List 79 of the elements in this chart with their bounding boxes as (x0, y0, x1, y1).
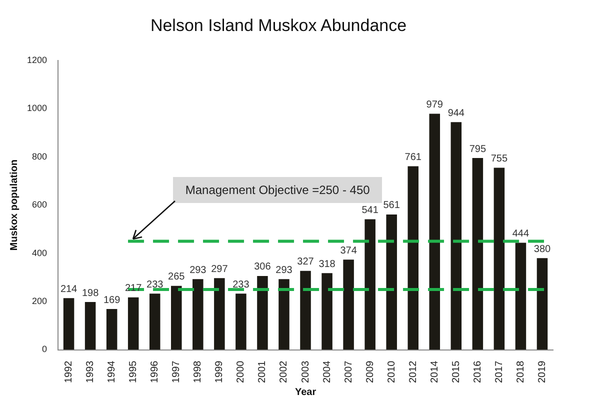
data-label: 795 (469, 144, 486, 155)
bar (364, 219, 376, 350)
y-tick-label: 200 (32, 296, 48, 306)
x-tick-label: 1998 (192, 360, 204, 384)
annotation: Management Objective =250 - 450 (173, 177, 382, 204)
bar (494, 168, 505, 350)
x-tick-label: 2001 (257, 360, 268, 384)
x-tick-label: 1997 (171, 360, 182, 384)
bar (236, 294, 246, 350)
bar (214, 278, 225, 350)
bar (63, 298, 74, 350)
chart-title: Nelson Island Muskox Abundance (150, 16, 407, 35)
y-tick-label: 600 (32, 200, 48, 210)
x-tick-label: 1993 (85, 360, 96, 384)
data-label: 233 (232, 279, 250, 290)
data-label: 214 (60, 284, 78, 295)
data-label: 979 (426, 99, 444, 110)
bar (84, 302, 96, 350)
x-tick-label: 2019 (536, 360, 548, 384)
x-tick-label: 2014 (429, 360, 440, 384)
bar (192, 279, 204, 350)
bar (171, 286, 182, 350)
data-label: 306 (254, 262, 272, 273)
data-label: 297 (211, 264, 228, 275)
bar (408, 166, 418, 350)
y-axis-title: Muskox population (8, 160, 20, 251)
x-tick-label: 2007 (343, 360, 354, 384)
x-tick-label: 1992 (64, 360, 75, 384)
data-label: 541 (362, 205, 379, 216)
bar (536, 258, 548, 350)
x-tick-label: 2004 (322, 360, 333, 384)
data-label: 374 (340, 245, 358, 256)
x-tick-label: 2003 (300, 360, 312, 384)
x-tick-label: 2002 (278, 360, 290, 384)
y-tick-label: 400 (32, 248, 48, 258)
bar (386, 214, 397, 350)
x-tick-label: 1996 (150, 360, 161, 384)
x-tick-label: 2016 (472, 360, 484, 384)
bar (472, 158, 484, 350)
data-label: 380 (534, 244, 552, 255)
x-tick-label: 2010 (386, 360, 398, 384)
x-tick-label: 2012 (408, 360, 419, 384)
x-tick-label: 2017 (494, 360, 505, 384)
bar (278, 279, 290, 350)
x-axis-title: Year (294, 386, 316, 398)
data-label: 561 (383, 200, 400, 212)
x-tick-label: 1995 (128, 360, 140, 384)
bar (149, 294, 160, 350)
y-tick-label: 1200 (26, 54, 48, 65)
bar (257, 276, 268, 350)
y-tick-label: 1000 (26, 103, 48, 114)
data-label: 293 (190, 264, 207, 276)
data-label: 444 (512, 228, 530, 240)
y-tick-label: 800 (32, 151, 48, 162)
data-label: 944 (448, 108, 465, 119)
data-label: 198 (82, 288, 100, 299)
data-label: 761 (404, 152, 422, 164)
x-tick-label: 1999 (214, 360, 226, 384)
x-tick-label: 1994 (106, 360, 118, 384)
bar (106, 309, 118, 350)
data-label: 169 (103, 294, 121, 306)
data-label: 265 (168, 272, 186, 283)
bar (429, 114, 440, 350)
data-label: 293 (276, 264, 293, 276)
x-tick-label: 2018 (515, 360, 526, 384)
y-tick-label: 0 (42, 344, 48, 354)
bar (300, 270, 311, 350)
bar (128, 297, 139, 350)
data-label: 233 (146, 279, 164, 290)
data-label: 755 (490, 153, 508, 164)
data-label: 318 (318, 258, 336, 270)
bar (343, 260, 354, 350)
bar (515, 242, 526, 350)
bar (322, 273, 332, 350)
x-tick-label: 2015 (450, 360, 462, 384)
x-tick-label: 2000 (236, 360, 247, 384)
bar (450, 122, 462, 350)
data-label: 327 (297, 256, 314, 268)
x-tick-label: 2009 (364, 360, 376, 384)
